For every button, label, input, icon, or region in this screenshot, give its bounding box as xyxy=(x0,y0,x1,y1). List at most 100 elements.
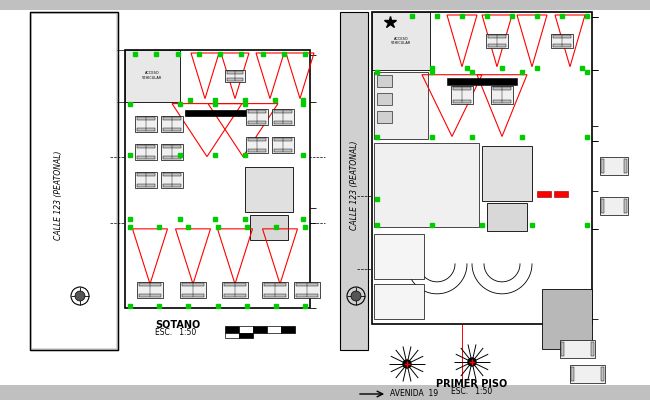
Bar xyxy=(246,109,268,125)
Bar xyxy=(245,166,293,212)
Bar xyxy=(248,121,266,124)
Bar xyxy=(225,70,245,82)
Bar xyxy=(163,144,181,148)
Text: ESC.   1:50: ESC. 1:50 xyxy=(451,387,493,396)
Bar xyxy=(374,234,424,279)
Bar xyxy=(447,78,517,85)
Bar xyxy=(239,333,253,338)
Bar xyxy=(137,144,155,148)
Bar xyxy=(281,326,295,333)
Bar xyxy=(239,326,253,333)
Bar xyxy=(377,111,392,123)
Bar xyxy=(486,34,508,48)
Bar xyxy=(0,0,650,10)
Bar xyxy=(227,78,243,81)
Bar xyxy=(139,294,161,297)
Bar xyxy=(137,282,163,298)
Bar xyxy=(246,137,268,153)
Bar xyxy=(451,86,473,104)
Bar xyxy=(600,158,628,176)
Bar xyxy=(488,44,506,47)
Bar xyxy=(493,87,511,90)
Bar xyxy=(163,173,181,176)
Bar xyxy=(294,282,320,298)
Bar xyxy=(374,72,428,140)
Bar xyxy=(482,146,532,202)
Bar xyxy=(600,198,628,216)
Bar xyxy=(272,109,294,125)
Bar xyxy=(374,144,479,227)
Bar xyxy=(250,214,288,240)
Bar xyxy=(372,12,592,324)
Bar xyxy=(488,35,506,38)
Bar xyxy=(224,294,246,297)
Bar xyxy=(340,12,368,350)
Bar xyxy=(222,282,248,298)
Bar xyxy=(274,138,292,141)
Text: ACCESO
VEHICULAR: ACCESO VEHICULAR xyxy=(142,72,162,80)
Bar xyxy=(553,44,571,47)
Bar xyxy=(163,156,181,158)
Bar xyxy=(624,160,627,174)
Bar xyxy=(137,156,155,158)
Bar xyxy=(590,342,593,356)
Bar xyxy=(374,284,424,319)
Bar xyxy=(248,138,266,141)
Bar xyxy=(560,340,595,358)
Bar xyxy=(554,192,568,198)
Bar xyxy=(553,35,571,38)
Bar xyxy=(32,14,116,348)
Text: CALLE 123 (PEATONAL): CALLE 123 (PEATONAL) xyxy=(55,150,64,240)
Bar xyxy=(601,160,604,174)
Bar xyxy=(30,12,118,350)
Bar xyxy=(225,333,239,338)
Bar xyxy=(491,86,513,104)
Bar xyxy=(139,283,161,286)
Bar xyxy=(372,12,430,70)
Text: ESC.   1:50: ESC. 1:50 xyxy=(155,328,196,337)
Bar xyxy=(0,385,650,400)
Bar xyxy=(264,283,286,286)
Bar xyxy=(571,367,573,381)
Text: PRIMER PISO: PRIMER PISO xyxy=(436,379,508,389)
Bar xyxy=(542,289,592,349)
Bar xyxy=(125,50,310,308)
Bar xyxy=(227,71,243,74)
Bar xyxy=(264,294,286,297)
Bar xyxy=(135,116,157,132)
Circle shape xyxy=(468,358,476,366)
Bar xyxy=(560,342,564,356)
Bar xyxy=(137,173,155,176)
Bar xyxy=(185,110,265,116)
Bar xyxy=(163,117,181,120)
Bar xyxy=(487,204,527,232)
Bar xyxy=(161,172,183,188)
Bar xyxy=(137,128,155,130)
Text: ACCESO
VEHICULAR: ACCESO VEHICULAR xyxy=(391,36,411,45)
Circle shape xyxy=(351,291,361,301)
Bar xyxy=(453,87,471,90)
Bar xyxy=(601,200,604,214)
Circle shape xyxy=(75,291,85,301)
Bar xyxy=(377,93,392,105)
Bar xyxy=(624,200,627,214)
Bar xyxy=(537,192,551,198)
Bar xyxy=(30,12,118,350)
Bar xyxy=(137,184,155,186)
Bar xyxy=(248,148,266,152)
Bar xyxy=(296,283,318,286)
Text: AVENIDA  19: AVENIDA 19 xyxy=(390,390,438,398)
Bar xyxy=(274,148,292,152)
Bar xyxy=(182,283,204,286)
Bar xyxy=(274,121,292,124)
Bar xyxy=(135,144,157,160)
Bar xyxy=(296,294,318,297)
Bar xyxy=(248,110,266,113)
Bar xyxy=(493,100,511,103)
Bar xyxy=(161,116,183,132)
Text: CALLE 123 (PEATONAL): CALLE 123 (PEATONAL) xyxy=(350,140,359,230)
Bar xyxy=(163,184,181,186)
Bar xyxy=(377,75,392,87)
Text: SOTANO: SOTANO xyxy=(155,320,200,330)
Circle shape xyxy=(403,360,411,368)
